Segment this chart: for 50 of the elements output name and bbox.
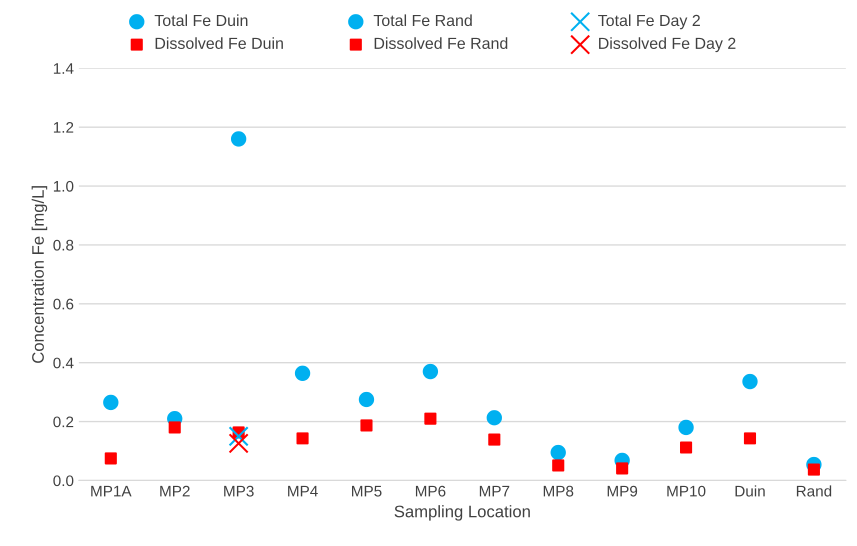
point (744, 432, 756, 444)
point (680, 441, 692, 454)
y-tick-label: 1.4 (54, 63, 74, 74)
point (104, 452, 117, 464)
y-tick-label: 0.2 (53, 416, 74, 428)
point (742, 374, 758, 390)
point (358, 392, 374, 408)
y-tick-label: 0.0 (53, 475, 74, 486)
x-tick-label: Duin (736, 485, 765, 497)
point (103, 394, 118, 410)
legend-label: Total Fe Duin (154, 14, 248, 26)
y-tick-label: 1.2 (54, 122, 74, 133)
point (552, 459, 564, 472)
x-tick-label: MP4 (288, 486, 318, 496)
y-axis-title: Concentration Fe [mg/L] (32, 186, 48, 363)
point (294, 366, 310, 381)
x-tick-label: MP3 (224, 486, 254, 497)
point (808, 464, 820, 476)
y-tick-label: 1.0 (54, 180, 74, 192)
point (360, 419, 373, 432)
point (424, 412, 436, 425)
legend-label: Dissolved Fe Duin (156, 37, 283, 49)
point (616, 462, 628, 474)
x-tick-label: MP6 (416, 486, 446, 497)
point (296, 432, 309, 444)
x-tick-label: MP10 (667, 486, 706, 497)
point (678, 420, 694, 436)
point (486, 410, 502, 426)
point (228, 426, 249, 446)
x-tick-label: Rand (796, 485, 832, 497)
point (422, 364, 438, 380)
x-axis-title: Sampling Location (394, 505, 530, 521)
y-tick-label: 0.4 (53, 358, 74, 368)
legend-label: Total Fe Day 2 (598, 14, 700, 30)
x-tick-label: MP2 (160, 486, 190, 496)
x-tick-label: MP7 (480, 486, 510, 496)
legend-label: Dissolved Fe Day 2 (599, 37, 736, 52)
point (168, 421, 181, 434)
point (550, 444, 566, 460)
y-tick-label: 0.8 (53, 240, 74, 251)
point (230, 131, 246, 147)
legend-label: Dissolved Fe Rand (374, 37, 508, 49)
legend-label: Total Fe Rand (374, 14, 472, 26)
x-tick-label: MP1A (91, 486, 132, 496)
point (488, 433, 500, 446)
x-tick-label: MP8 (544, 486, 574, 497)
x-tick-label: MP5 (352, 486, 382, 497)
x-tick-label: MP9 (608, 486, 638, 497)
point (228, 433, 249, 454)
y-tick-label: 0.6 (53, 298, 74, 310)
